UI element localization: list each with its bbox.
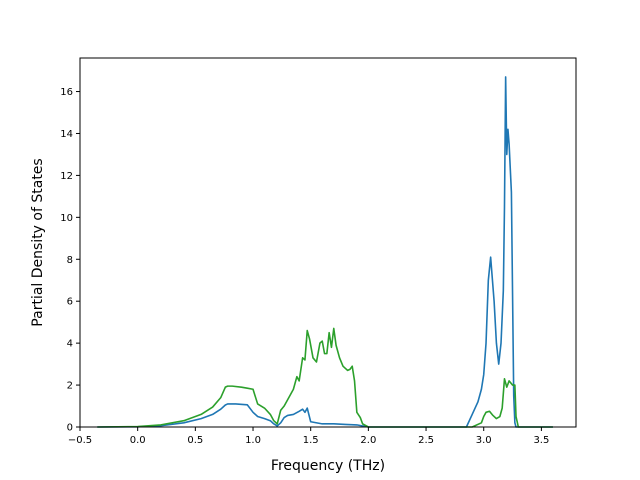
x-tick-label: 0.5 [187, 435, 203, 446]
x-axis-ticks: −0.5 0.0 0.5 1.0 1.5 2.0 2.5 3.0 3.5 [68, 427, 549, 446]
y-tick-label: 14 [60, 129, 73, 140]
series-line-1 [97, 76, 553, 428]
y-tick-label: 4 [67, 339, 73, 350]
y-tick-label: 0 [67, 423, 73, 434]
x-tick-label: 1.0 [245, 435, 261, 446]
x-axis-label: Frequency (THz) [271, 458, 385, 474]
y-tick-label: 12 [60, 171, 73, 182]
x-tick-label: 3.5 [533, 435, 549, 446]
plot-frame [79, 57, 577, 428]
x-tick-label: 2.5 [418, 435, 434, 446]
y-tick-label: 2 [67, 381, 73, 392]
x-tick-label: −0.5 [68, 435, 92, 446]
plot-area [97, 76, 553, 428]
series-line-2 [97, 327, 553, 428]
x-tick-label: 0.0 [130, 435, 146, 446]
y-tick-label: 8 [67, 255, 73, 266]
y-tick-label: 6 [67, 297, 73, 308]
y-axis-ticks: 0 2 4 6 8 10 12 14 16 [60, 87, 80, 434]
y-tick-label: 16 [60, 87, 73, 98]
x-tick-label: 2.0 [360, 435, 376, 446]
x-tick-label: 1.5 [303, 435, 319, 446]
x-tick-label: 3.0 [476, 435, 492, 446]
y-tick-label: 10 [60, 213, 73, 224]
y-axis-label: Partial Density of States [30, 158, 46, 326]
